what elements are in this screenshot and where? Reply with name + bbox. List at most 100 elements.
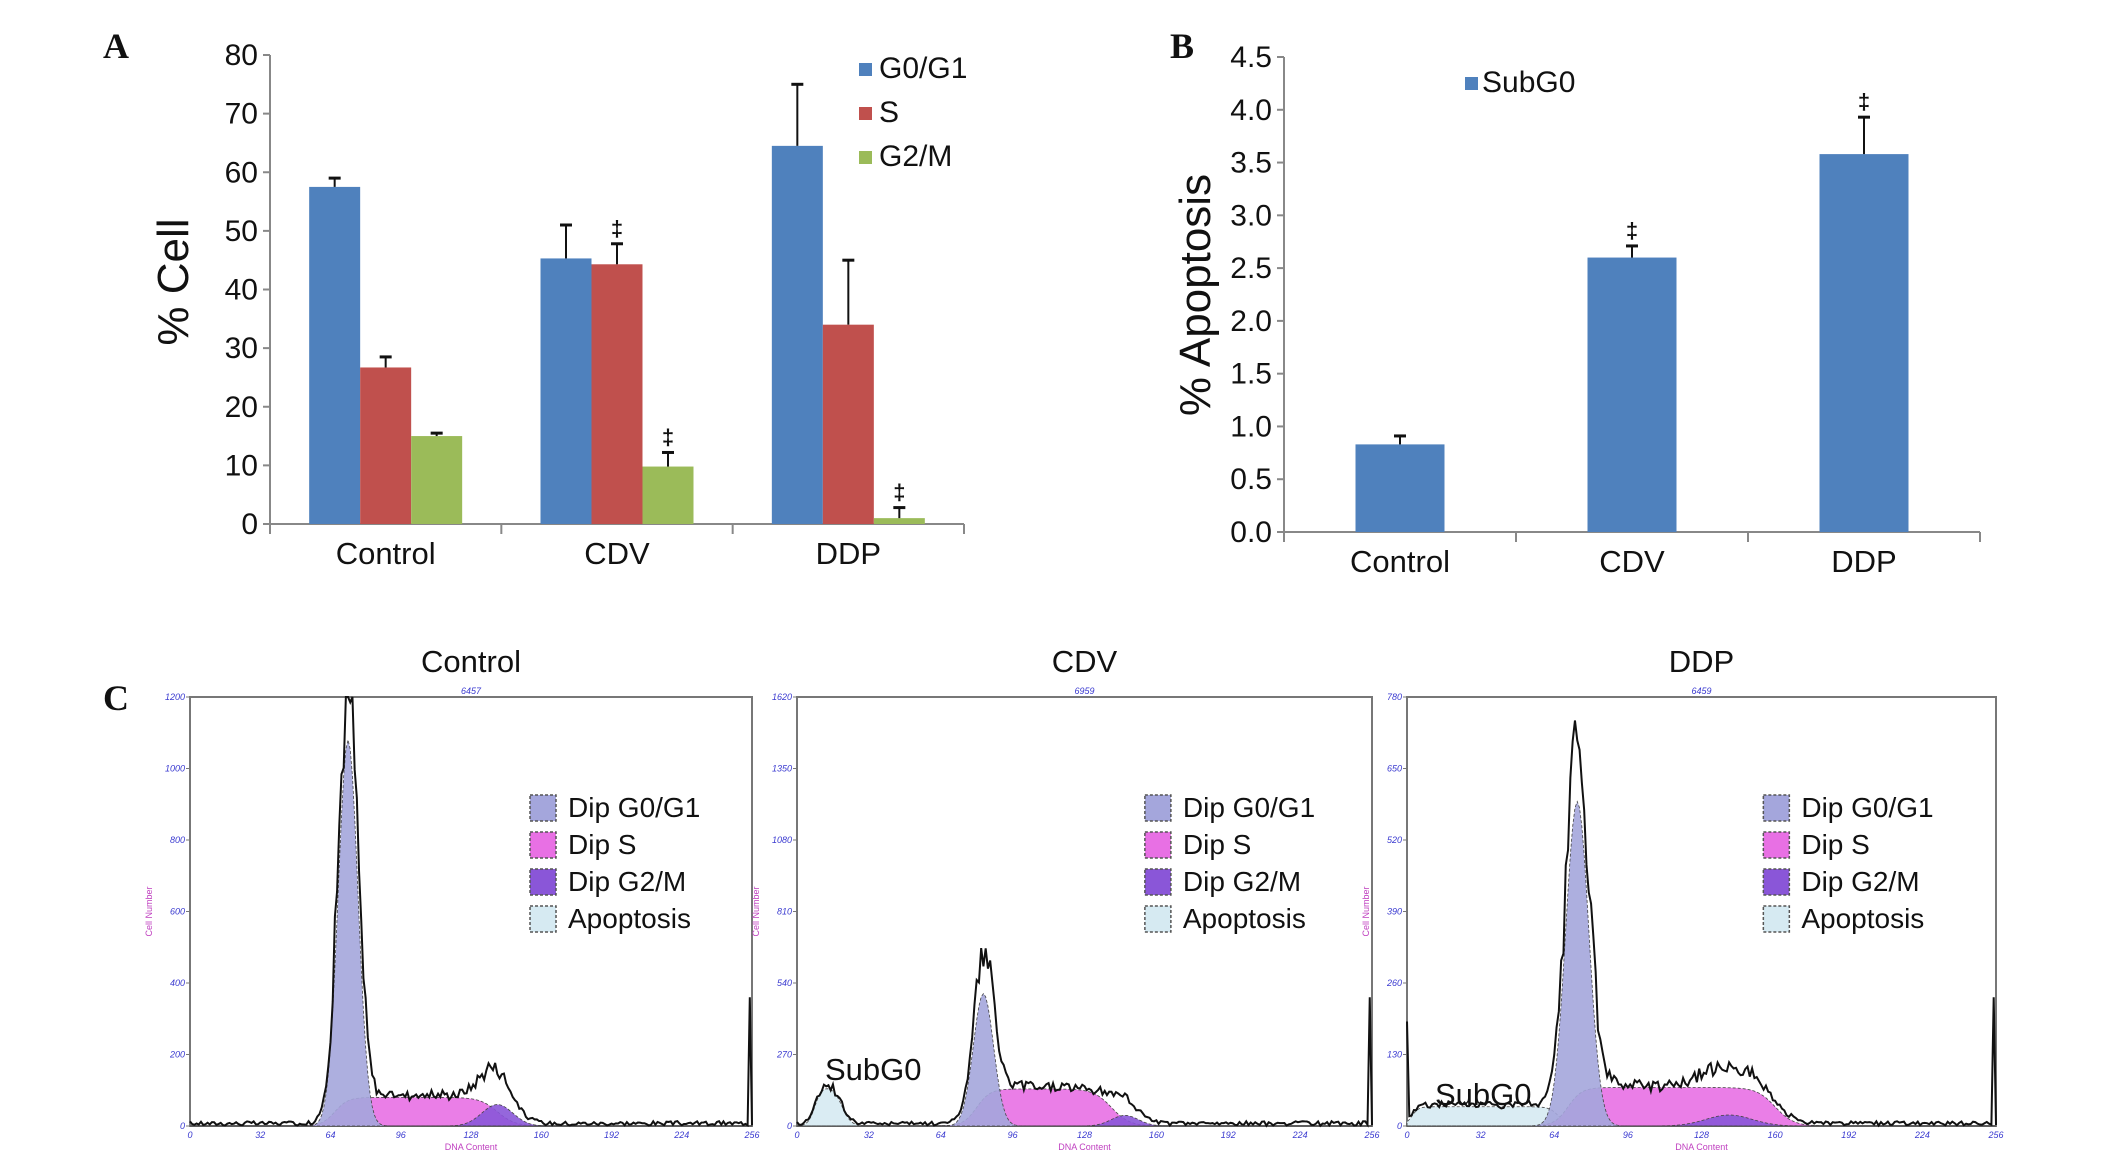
legend-swatch	[859, 107, 872, 120]
category-label: DDP	[816, 536, 881, 571]
x-tick-label: 192	[1221, 1130, 1236, 1140]
histogram-title: CDV	[1052, 644, 1118, 679]
y-tick-label: 80	[225, 39, 258, 72]
plot-frame	[189, 696, 753, 1127]
x-tick-label: 128	[463, 1130, 478, 1140]
x-axis-label: DNA Content	[1058, 1142, 1111, 1152]
bar	[309, 186, 361, 524]
x-tick-label: 96	[396, 1130, 406, 1140]
y-axis-label: Cell Number	[144, 886, 154, 936]
cell-cycle-bar-chart: 0 10 20 30 40 50 60 70 80 Control CDV ‡ ‡ DDP ‡ % Cell G…	[149, 39, 967, 571]
legend-swatch	[1762, 905, 1791, 933]
y-tick-label: 800	[170, 835, 185, 845]
y-axis-label: % Apoptosis	[1171, 174, 1220, 416]
y-tick-label: 520	[1387, 835, 1402, 845]
y-tick-label: 0	[1397, 1121, 1402, 1131]
legend-label: Apoptosis	[568, 903, 691, 934]
plot-frame	[1406, 696, 1997, 1127]
y-tick-label: 810	[777, 907, 792, 917]
legend-swatch	[1144, 831, 1172, 859]
legend-swatch	[1762, 868, 1791, 896]
histogram-title: DDP	[1669, 644, 1734, 679]
y-tick-label: 20	[225, 391, 258, 424]
bar	[591, 264, 643, 524]
histogram-ddp: DDP 6459 0 130 260 390 520 650 780 0 32 64 96 128 160 1…	[1361, 644, 2004, 1152]
x-tick-label: 160	[1149, 1130, 1164, 1140]
y-tick-label: 10	[225, 449, 258, 482]
y-tick-label: 3.0	[1230, 199, 1272, 232]
legend-label: Dip G2/M	[1801, 866, 1919, 897]
x-tick-label: 32	[864, 1130, 874, 1140]
panel-letter-b: B	[1170, 26, 1194, 66]
histogram-header: 6959	[1074, 686, 1094, 696]
significance-marker: ‡	[611, 216, 623, 241]
legend-swatch	[529, 905, 557, 933]
y-tick-label: 60	[225, 156, 258, 189]
y-tick-label: 70	[225, 98, 258, 131]
data-trace	[1406, 720, 1997, 1128]
legend-label: Apoptosis	[1801, 903, 1924, 934]
legend-swatch	[1144, 868, 1172, 896]
x-tick-label: 96	[1008, 1130, 1018, 1140]
subg0-annotation: SubG0	[825, 1052, 922, 1087]
x-tick-label: 32	[1476, 1130, 1486, 1140]
bar	[642, 466, 694, 524]
legend-label: S	[879, 96, 899, 129]
y-tick-label: 40	[225, 274, 258, 307]
legend-swatch	[529, 831, 557, 859]
bar	[540, 258, 592, 524]
category-label: Control	[336, 536, 436, 571]
y-tick-label: 650	[1387, 764, 1402, 774]
x-tick-label: 0	[187, 1130, 192, 1140]
y-tick-label: 390	[1387, 907, 1402, 917]
data-trace	[796, 947, 1373, 1128]
y-tick-label: 270	[776, 1050, 792, 1060]
y-tick-label: 130	[1387, 1050, 1402, 1060]
y-tick-label: 0.5	[1230, 463, 1272, 496]
category-label: DDP	[1831, 544, 1896, 579]
bar	[1355, 444, 1445, 532]
bar	[1587, 257, 1677, 532]
y-tick-label: 3.5	[1230, 147, 1272, 180]
y-tick-label: 600	[170, 907, 185, 917]
subg0-annotation: SubG0	[1435, 1077, 1532, 1112]
y-axis-label: Cell Number	[1361, 886, 1371, 936]
y-tick-label: 1620	[772, 692, 792, 702]
legend-swatch	[1762, 794, 1791, 822]
legend-swatch	[529, 868, 557, 896]
x-tick-label: 224	[673, 1130, 689, 1140]
x-tick-label: 256	[743, 1130, 759, 1140]
significance-marker: ‡	[1626, 218, 1638, 243]
legend-swatch	[1465, 77, 1478, 90]
x-axis-label: DNA Content	[445, 1142, 498, 1152]
y-tick-label: 1080	[772, 835, 792, 845]
x-tick-label: 160	[534, 1130, 549, 1140]
histogram-control: Control 6457 0 200 400 600 800 1000 1200 0 32 64 96 1…	[144, 644, 760, 1152]
bar	[411, 436, 463, 524]
legend-label: G0/G1	[879, 52, 967, 85]
y-tick-label: 30	[225, 332, 258, 365]
x-axis-label: DNA Content	[1675, 1142, 1728, 1152]
flow-cytometry-histograms: Control 6457 0 200 400 600 800 1000 1200 0 32 64 96 1…	[144, 644, 2004, 1152]
category-label: Control	[1350, 544, 1450, 579]
x-tick-label: 64	[936, 1130, 946, 1140]
x-tick-label: 256	[1987, 1130, 2003, 1140]
y-tick-label: 1350	[772, 764, 792, 774]
y-tick-label: 1.5	[1230, 358, 1272, 391]
y-tick-label: 2.0	[1230, 305, 1272, 338]
legend-swatch	[859, 63, 872, 76]
category-label: CDV	[1599, 544, 1665, 579]
histogram-cdv: CDV 6959 0 270 540 810 1080 1350 1620 0 32 64 96 128 1…	[751, 644, 1380, 1152]
histogram-title: Control	[421, 644, 521, 679]
legend-label: Dip G0/G1	[568, 792, 700, 823]
y-tick-label: 2.5	[1230, 252, 1272, 285]
legend-label: Dip S	[568, 829, 636, 860]
legend-label: Dip S	[1183, 829, 1251, 860]
y-tick-label: 4.0	[1230, 94, 1272, 127]
histogram-header: 6459	[1691, 686, 1711, 696]
y-tick-label: 540	[777, 978, 792, 988]
bar	[771, 145, 823, 524]
x-tick-label: 0	[794, 1130, 799, 1140]
bar	[1819, 154, 1909, 532]
